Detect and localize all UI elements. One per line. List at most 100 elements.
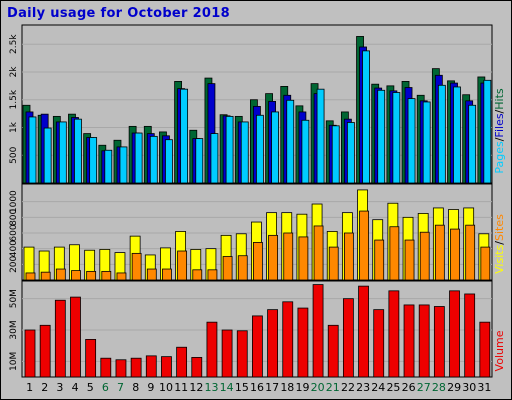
legend-separator: / bbox=[493, 241, 506, 245]
bar-volume bbox=[433, 306, 445, 378]
bar-volume bbox=[449, 290, 460, 378]
bar-sites bbox=[25, 272, 36, 281]
bar-pages bbox=[195, 138, 204, 184]
x-tick-label: 31 bbox=[477, 381, 491, 394]
bar-volume bbox=[297, 307, 309, 378]
bar-sites bbox=[450, 228, 460, 281]
bar-sites bbox=[313, 225, 324, 281]
y-tick-label: 10M bbox=[9, 352, 19, 371]
bar-pages bbox=[468, 104, 477, 184]
y-tick-label: 800 bbox=[9, 208, 19, 225]
bar-sites bbox=[101, 270, 112, 281]
x-tick-label: 4 bbox=[72, 381, 79, 394]
bar-pages bbox=[134, 132, 143, 184]
bar-volume bbox=[145, 355, 157, 378]
legend-top: Pages/Files/Hits bbox=[493, 88, 506, 174]
bar-volume bbox=[70, 296, 81, 378]
bar-volume bbox=[358, 285, 369, 378]
legend-separator: / bbox=[493, 137, 506, 141]
bar-pages bbox=[119, 146, 128, 184]
bar-pages bbox=[483, 79, 492, 184]
bar-volume bbox=[206, 321, 218, 378]
bar-sites bbox=[116, 272, 127, 281]
bar-sites bbox=[222, 256, 233, 281]
bar-volume bbox=[85, 338, 97, 378]
bar-volume bbox=[191, 357, 203, 378]
x-tick-label: 27 bbox=[417, 381, 431, 394]
bar-volume bbox=[176, 346, 188, 378]
chart-title: Daily usage for October 2018 bbox=[7, 6, 230, 21]
x-tick-label: 26 bbox=[402, 381, 416, 394]
x-tick-label: 11 bbox=[174, 381, 188, 394]
bar-sites bbox=[359, 210, 369, 281]
legend-sites: Sites bbox=[493, 214, 506, 241]
bar-sites bbox=[374, 239, 385, 281]
bar-volume bbox=[342, 298, 354, 378]
bar-pages bbox=[74, 118, 82, 184]
bar-pages bbox=[58, 121, 67, 184]
bar-sites bbox=[283, 232, 294, 281]
bar-volume bbox=[221, 329, 233, 378]
x-tick-label: 23 bbox=[356, 381, 370, 394]
bar-sites bbox=[389, 226, 400, 281]
y-tick-label: 2k bbox=[9, 66, 19, 78]
y-tick-label: 30M bbox=[9, 320, 19, 339]
x-tick-label: 3 bbox=[56, 381, 63, 394]
x-tick-label: 12 bbox=[189, 381, 203, 394]
bar-sites bbox=[55, 268, 66, 281]
bar-pages bbox=[316, 88, 325, 184]
bar-sites bbox=[328, 246, 339, 281]
x-tick-label: 7 bbox=[117, 381, 124, 394]
bar-sites bbox=[404, 239, 415, 281]
x-tick-label: 18 bbox=[280, 381, 294, 394]
bar-sites bbox=[253, 241, 263, 281]
bar-pages bbox=[240, 121, 249, 184]
x-tick-label: 22 bbox=[341, 381, 355, 394]
bar-sites bbox=[40, 271, 51, 281]
bar-pages bbox=[422, 101, 431, 184]
legend-bot: Volume bbox=[493, 330, 506, 371]
bar-volume bbox=[267, 309, 278, 378]
bar-sites bbox=[465, 224, 476, 281]
y-tick-label: 200 bbox=[9, 255, 19, 272]
bar-sites bbox=[192, 269, 203, 281]
bar-pages bbox=[165, 139, 173, 184]
bar-pages bbox=[286, 99, 295, 184]
legend-files: Files bbox=[493, 113, 506, 137]
y-tick-label: 2.5k bbox=[9, 34, 19, 54]
bar-pages bbox=[407, 98, 416, 184]
x-tick-label: 13 bbox=[205, 381, 219, 394]
legend-visits: Visits bbox=[493, 244, 506, 273]
x-tick-label: 21 bbox=[326, 381, 340, 394]
x-tick-label: 8 bbox=[132, 381, 139, 394]
x-tick-label: 14 bbox=[220, 381, 234, 394]
bar-sites bbox=[343, 232, 354, 281]
bar-volume bbox=[479, 321, 491, 378]
bar-pages bbox=[271, 111, 279, 184]
legend-mid: Visits/Sites bbox=[493, 214, 506, 274]
y-tick-label: 50M bbox=[9, 289, 19, 308]
bar-volume bbox=[39, 324, 51, 378]
bar-sites bbox=[162, 268, 172, 281]
bar-pages bbox=[392, 92, 401, 184]
bar-volume bbox=[130, 357, 142, 378]
bar-sites bbox=[71, 270, 81, 281]
y-tick-label: 400 bbox=[9, 240, 19, 257]
bar-pages bbox=[301, 119, 310, 184]
bar-volume bbox=[24, 329, 36, 378]
bar-pages bbox=[149, 135, 158, 184]
x-tick-label: 25 bbox=[386, 381, 400, 394]
bar-volume bbox=[115, 359, 127, 378]
x-tick-label: 2 bbox=[41, 381, 48, 394]
bar-volume bbox=[403, 304, 415, 378]
bar-sites bbox=[419, 231, 430, 281]
x-tick-label: 6 bbox=[102, 381, 109, 394]
bar-pages bbox=[377, 89, 386, 184]
bar-pages bbox=[89, 137, 98, 184]
bar-pages bbox=[362, 50, 370, 184]
x-tick-label: 5 bbox=[87, 381, 94, 394]
bar-sites bbox=[146, 268, 157, 281]
x-tick-label: 20 bbox=[311, 381, 325, 394]
